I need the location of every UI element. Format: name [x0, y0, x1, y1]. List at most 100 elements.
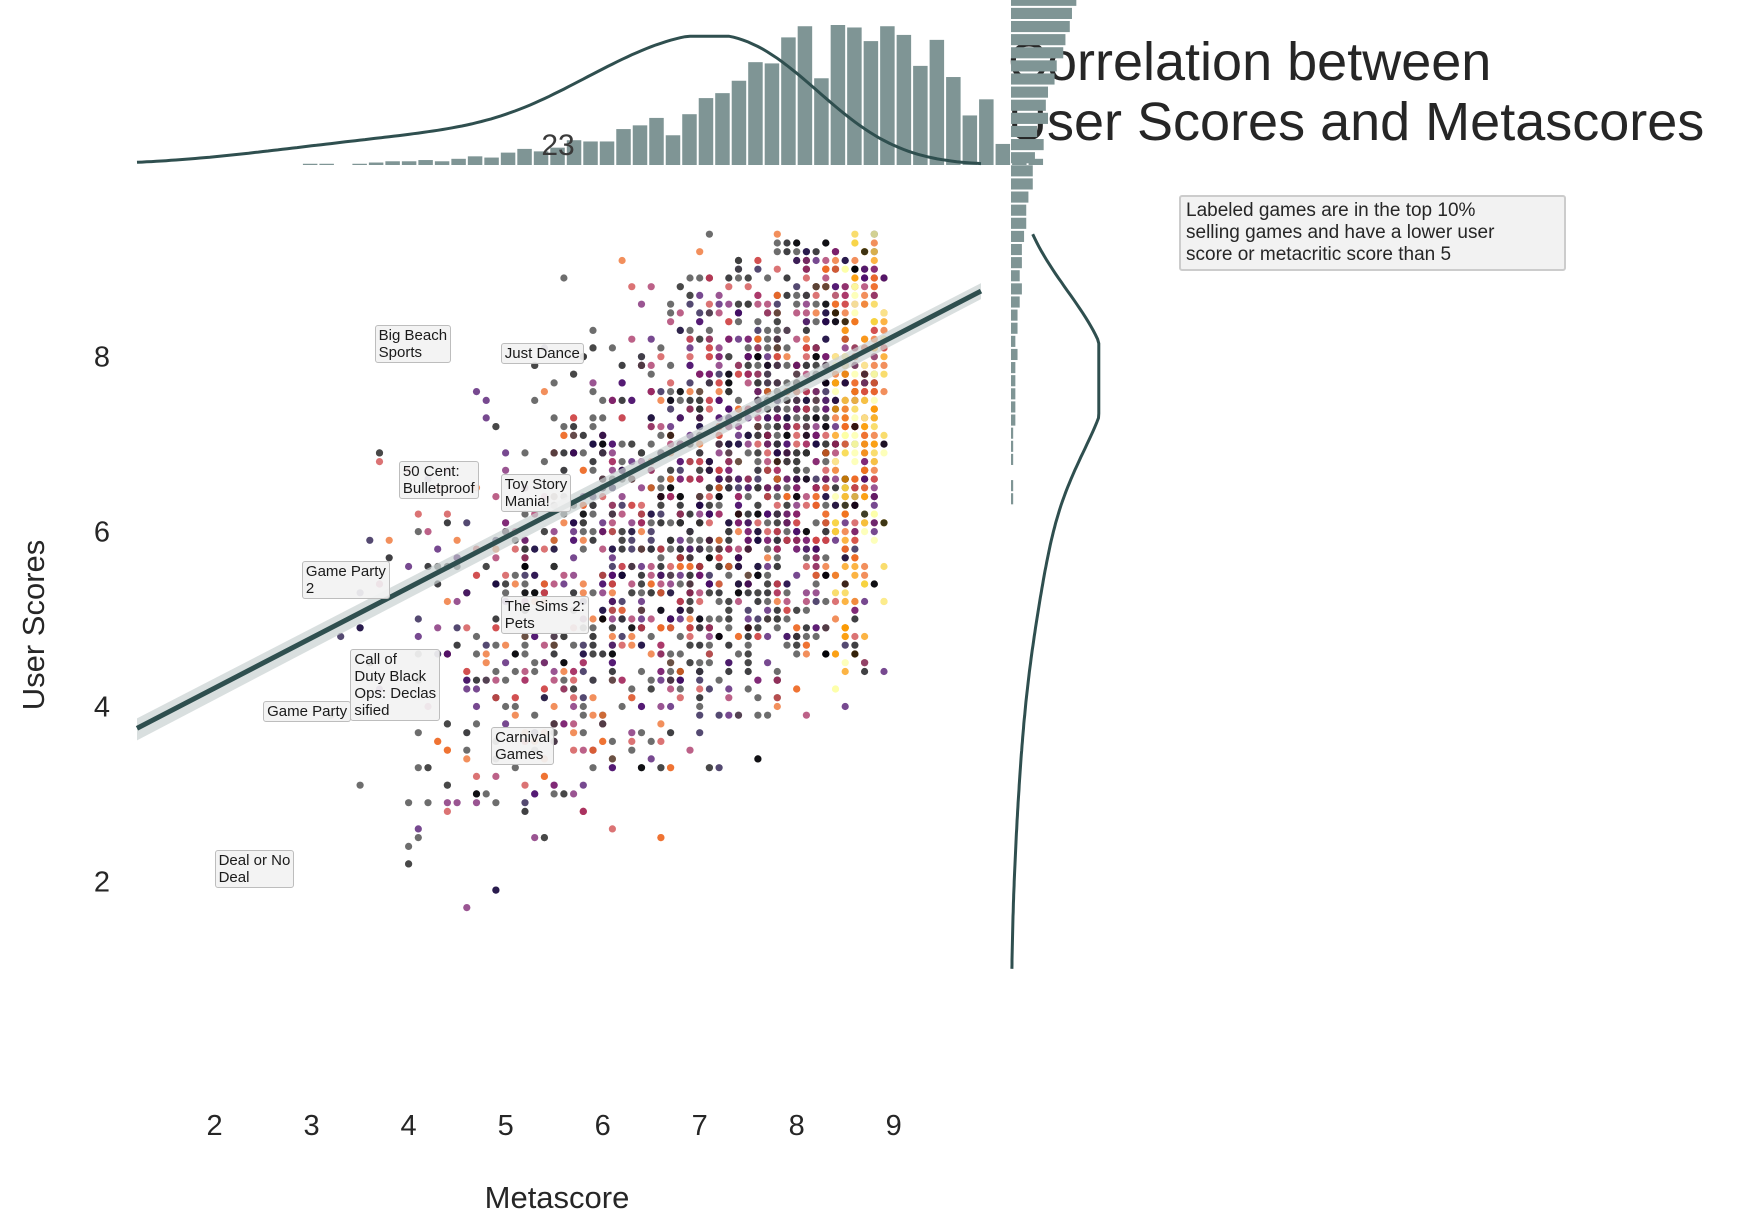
scatter-point	[802, 501, 811, 509]
scatter-point	[657, 571, 665, 579]
scatter-point	[637, 589, 646, 597]
scatter-point	[851, 545, 859, 553]
scatter-point	[802, 597, 811, 606]
scatter-point	[511, 702, 519, 711]
scatter-point	[812, 256, 820, 265]
scatter-point	[647, 562, 655, 571]
scatter-point	[540, 694, 549, 702]
scatter-point	[870, 431, 878, 439]
scatter-point	[676, 597, 684, 606]
scatter-point	[822, 624, 830, 632]
scatter-point	[608, 501, 617, 509]
marginal-x-bar	[748, 62, 763, 166]
marginal-y-bar	[1011, 257, 1022, 269]
scatter-point	[812, 291, 820, 299]
scatter-point	[725, 597, 733, 606]
scatter-point	[667, 650, 675, 658]
scatter-point	[802, 632, 811, 641]
scatter-point	[870, 274, 878, 282]
scatter-point	[841, 370, 849, 378]
scatter-point	[599, 396, 607, 404]
scatter-point	[831, 536, 840, 544]
scatter-point	[647, 580, 655, 588]
scatter-point	[831, 650, 840, 658]
scatter-point	[744, 274, 752, 282]
scatter-point	[764, 344, 772, 352]
scatter-point	[851, 256, 859, 265]
scatter-point	[851, 431, 859, 439]
scatter-point	[676, 650, 684, 658]
scatter-point	[511, 650, 519, 658]
scatter-point	[870, 458, 878, 466]
marginal-x-bar	[500, 152, 516, 165]
scatter-point	[793, 528, 801, 536]
scatter-point	[851, 632, 859, 641]
scatter-point	[802, 493, 811, 501]
scatter-point	[540, 580, 549, 588]
scatter-point	[705, 615, 714, 623]
scatter-point	[725, 536, 733, 544]
scatter-point	[579, 702, 587, 711]
scatter-point	[880, 667, 888, 676]
scatter-point	[647, 650, 655, 658]
scatter-point	[705, 519, 714, 527]
scatter-point	[793, 484, 801, 492]
scatter-point	[570, 571, 578, 579]
scatter-point	[831, 379, 840, 387]
scatter-point	[705, 580, 714, 588]
scatter-point	[725, 388, 733, 396]
scatter-point	[725, 440, 733, 448]
x-tick-label: 4	[401, 1110, 417, 1142]
scatter-point	[676, 326, 684, 334]
scatter-point	[589, 624, 597, 632]
scatter-point	[851, 519, 859, 527]
scatter-point	[705, 624, 714, 632]
scatter-point	[773, 431, 781, 439]
scatter-point	[734, 519, 743, 527]
scatter-point	[734, 458, 743, 466]
scatter-point	[657, 641, 665, 649]
scatter-point	[647, 440, 655, 448]
scatter-point	[463, 685, 471, 693]
scatter-point	[570, 536, 578, 544]
scatter-point	[696, 711, 704, 719]
scatter-point	[793, 370, 801, 378]
scatter-point	[696, 545, 704, 553]
scatter-point	[725, 283, 733, 291]
scatter-point	[744, 475, 752, 483]
scatter-point	[647, 283, 655, 291]
scatter-point	[734, 265, 743, 273]
scatter-point	[618, 632, 626, 641]
scatter-point	[579, 580, 587, 588]
scatter-point	[472, 571, 481, 579]
scatter-point	[599, 580, 607, 588]
scatter-point	[579, 528, 587, 536]
scatter-point	[831, 519, 840, 527]
scatter-point	[754, 353, 762, 361]
scatter-point	[667, 702, 675, 711]
scatter-point	[637, 606, 646, 614]
scatter-point	[793, 606, 801, 614]
marginal-x-bar	[616, 129, 631, 165]
scatter-point	[822, 493, 830, 501]
scatter-point	[550, 528, 558, 536]
scatter-point	[511, 571, 519, 579]
scatter-point	[764, 632, 772, 641]
scatter-point	[414, 615, 422, 623]
scatter-point	[705, 353, 714, 361]
scatter-point	[802, 265, 811, 273]
scatter-point	[783, 589, 791, 597]
scatter-point	[851, 449, 859, 457]
scatter-point	[880, 274, 888, 282]
scatter-point	[570, 528, 578, 536]
scatter-point	[822, 597, 830, 606]
scatter-point	[754, 361, 762, 369]
scatter-point	[744, 545, 752, 553]
scatter-point	[841, 545, 849, 553]
scatter-point	[773, 545, 781, 553]
scatter-point	[628, 632, 636, 641]
scatter-point	[540, 685, 549, 693]
scatter-point	[579, 659, 587, 667]
scatter-point	[511, 545, 519, 553]
scatter-point	[599, 711, 607, 719]
